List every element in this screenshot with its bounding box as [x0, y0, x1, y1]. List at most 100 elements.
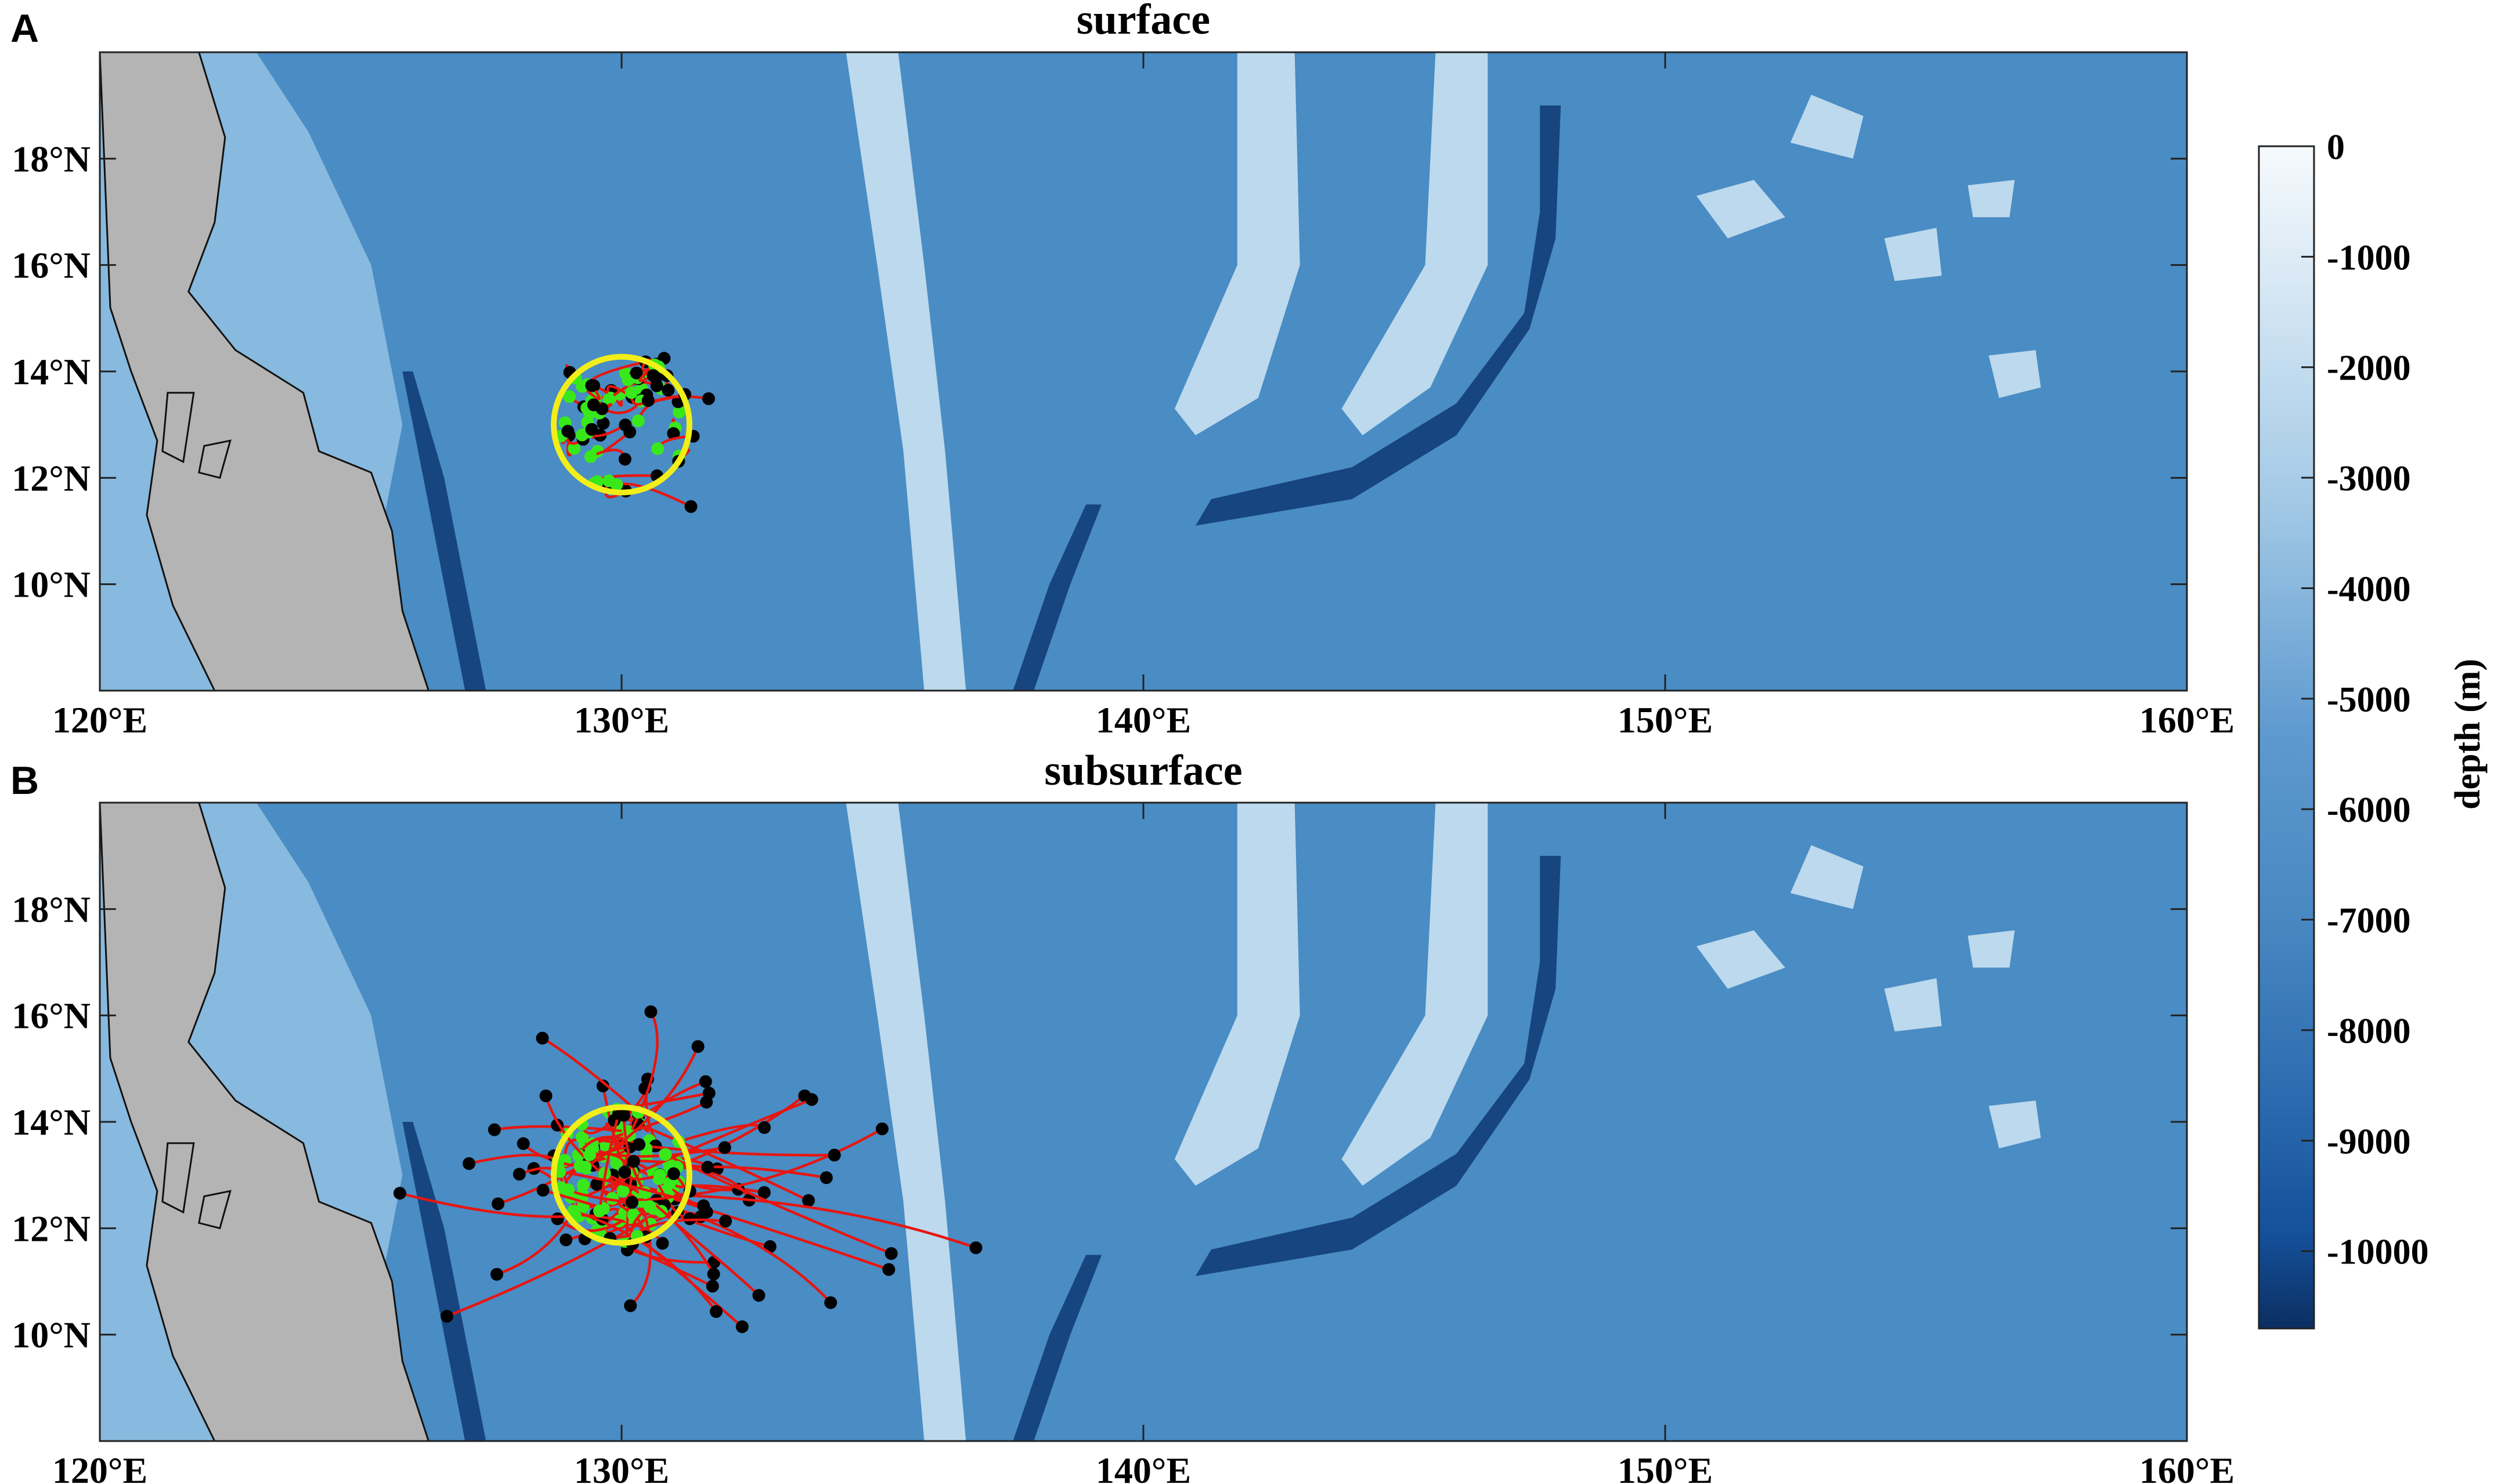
colorbar-tick-label: -10000 [2327, 1233, 2429, 1272]
yap-trench [1013, 504, 1102, 691]
trajectory-end-point [820, 1171, 833, 1185]
panel-letter: B [10, 759, 39, 803]
trajectory-end-point [641, 394, 655, 407]
trajectory-end-point [882, 1263, 896, 1276]
trajectory-line [494, 1125, 629, 1133]
trajectory-line [544, 1095, 624, 1192]
trajectory-end-point [619, 418, 632, 432]
panel-a: A surface 120°E 130°E 140°E 150°E 160°E10°N1… [10, 0, 2235, 741]
trajectory-start-point [562, 1183, 575, 1196]
colorbar-tick-label: -8000 [2327, 1012, 2411, 1051]
trajectory-start-point [610, 1157, 623, 1169]
trajectory-end-point [561, 425, 575, 438]
trajectory-start-point [584, 450, 597, 463]
y-tick-label: 12°N [12, 457, 91, 499]
trajectory-end-point [656, 1237, 669, 1250]
y-tick-label: 14°N [12, 1102, 91, 1143]
trajectory-start-point [659, 1148, 672, 1161]
land-island-1 [161, 1142, 195, 1214]
trajectory-end-point [463, 1157, 476, 1170]
trajectory-end-point [699, 1075, 712, 1088]
mariana-arc [1341, 803, 1488, 1186]
colorbar-tick-label: -5000 [2327, 680, 2411, 720]
trajectory-end-point [630, 366, 643, 380]
trajectory-end-point [828, 1149, 841, 1162]
colorbar-tick-label: -4000 [2327, 569, 2411, 609]
trajectory-end-point [490, 1268, 503, 1281]
trajectory-end-point [539, 1089, 553, 1103]
east-seamount-3 [1884, 978, 1942, 1032]
land-island-1 [161, 392, 195, 464]
trajectory-end-point [633, 1138, 645, 1151]
trajectory-start-point [616, 1184, 630, 1197]
trajectory-line [572, 1209, 717, 1313]
panel-b: B subsurface 120°E 130°E 140°E 150°E 160°E 10… [10, 747, 2235, 1484]
trajectory-end-point [488, 1123, 501, 1136]
trajectory-start-point [568, 442, 581, 455]
trajectory-end-point [718, 1141, 731, 1154]
trajectory-line [669, 1165, 827, 1179]
trajectory-end-point [697, 1199, 710, 1212]
trajectory-start-point [651, 442, 664, 456]
colorbar-tick-label: -6000 [2327, 790, 2411, 830]
east-seamount-4 [1988, 1100, 2041, 1149]
trench-philippine [402, 371, 486, 691]
colorbar-tick-label: 0 [2327, 128, 2345, 167]
trajectory-start-point [593, 1204, 606, 1218]
trajectory-start-point [572, 1149, 585, 1162]
trajectory-end-point [517, 1137, 530, 1150]
x-tick-label: 140°E [1096, 1450, 1191, 1484]
trajectory-end-point [626, 1196, 638, 1209]
trajectory-start-point [653, 1168, 666, 1182]
trajectory-line [542, 1037, 640, 1114]
east-seamount-5 [1968, 930, 2015, 968]
colorbar-gradient [2258, 145, 2315, 1330]
trajectory-end-point [618, 453, 631, 466]
panel-title: subsurface [1044, 747, 1242, 795]
east-seamount-5 [1968, 180, 2015, 218]
east-seamount-3 [1884, 228, 1942, 281]
trajectory-end-point [596, 1079, 609, 1093]
trajectory-end-point [551, 1212, 564, 1225]
x-tick-label: 150°E [1618, 699, 1713, 741]
trajectory-start-point [576, 1131, 589, 1144]
y-tick-label: 10°N [12, 564, 91, 605]
trench-philippine [402, 1122, 486, 1441]
x-tick-label: 130°E [574, 699, 669, 741]
y-tick-label: 16°N [12, 995, 91, 1037]
colorbar-tick-label: -1000 [2327, 238, 2411, 277]
west-mariana-ridge [1174, 52, 1300, 435]
colorbar-ticks: 0 -1000 -2000 -3000 -4000 -5000 -6000 -7000 -800… [2301, 128, 2429, 1272]
trajectory-line [667, 1128, 883, 1199]
trajectory-start-point [643, 1200, 656, 1213]
trajectory-start-point [631, 414, 645, 428]
trajectory-line [557, 1216, 629, 1232]
y-tick-label: 18°N [12, 889, 91, 930]
x-tick-label: 130°E [574, 1450, 669, 1484]
trajectory-end-point [624, 1299, 637, 1312]
colorbar-tick-label: -9000 [2327, 1122, 2411, 1161]
trajectory-line [399, 1191, 576, 1218]
trajectory-end-point [706, 1280, 719, 1293]
trajectory-start-point [563, 390, 576, 403]
trajectory-end-point [627, 1155, 640, 1168]
y-tick-label: 10°N [12, 1315, 91, 1356]
colorbar-label: depth (m) [2448, 659, 2488, 810]
trajectory-start-point [625, 386, 638, 399]
trajectory-end-point [752, 1289, 766, 1302]
trajectory-end-point [691, 1040, 705, 1053]
trajectory-end-point [701, 1161, 714, 1174]
trajectory-end-point [757, 1186, 771, 1199]
drifter-trajectories [551, 352, 715, 513]
east-seamount-1 [1696, 180, 1785, 239]
trajectory-end-point [758, 1121, 771, 1134]
drifter-trajectories [393, 1005, 983, 1333]
trajectory-end-point [735, 1320, 749, 1333]
y-tick-label: 16°N [12, 245, 91, 286]
west-mariana-ridge [1174, 803, 1300, 1186]
axes-ticks: 120°E 130°E 140°E 150°E 160°E 10°N 12°N 14°N 16°… [12, 803, 2235, 1484]
release-circle [551, 1104, 692, 1246]
trajectory-end-point [492, 1197, 505, 1211]
east-seamount-4 [1988, 350, 2041, 398]
